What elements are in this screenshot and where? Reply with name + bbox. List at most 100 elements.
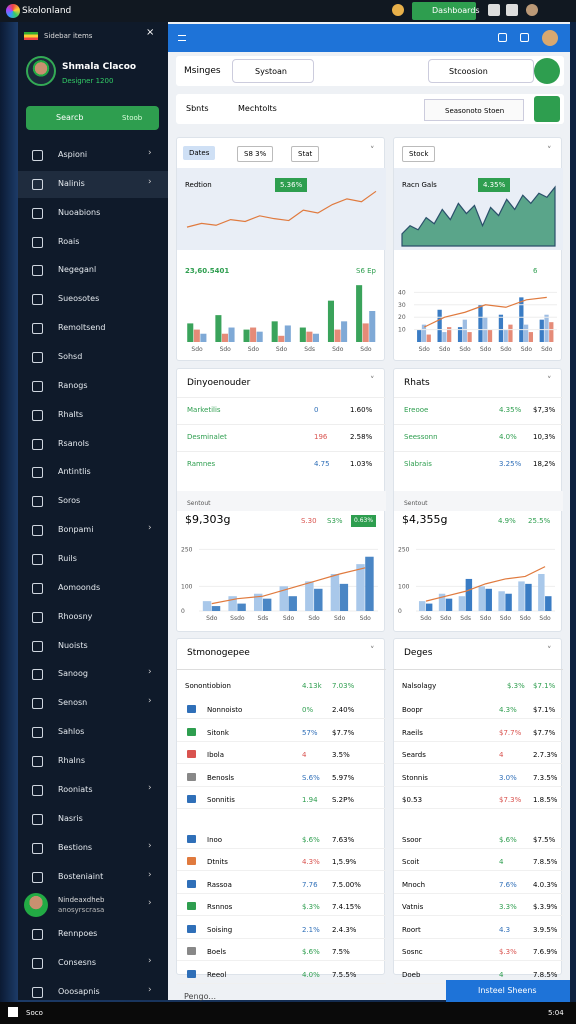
- top-icon[interactable]: [488, 4, 500, 16]
- cell-name: Ssoor: [402, 835, 422, 844]
- top-icon[interactable]: [392, 4, 404, 16]
- menu-item[interactable]: Sueosotes: [18, 286, 168, 313]
- trend-line: [425, 566, 546, 602]
- tab-chip[interactable]: Dates: [183, 146, 216, 160]
- chart-title: Racn Gals: [402, 181, 437, 189]
- tab-chip[interactable]: Stat: [291, 146, 320, 162]
- menu-item[interactable]: Antintlis: [18, 459, 168, 486]
- bar: [193, 329, 200, 342]
- menu-item[interactable]: Rsanols: [18, 431, 168, 458]
- menu-item[interactable]: Nuoists: [18, 633, 168, 660]
- menu-item[interactable]: Nalinis ›: [18, 170, 168, 198]
- menu-item[interactable]: Sahlos: [18, 719, 168, 746]
- menu-item[interactable]: Rhalns: [18, 748, 168, 775]
- filter-box[interactable]: Seasonoto Stoen: [424, 99, 524, 121]
- header-icon[interactable]: [520, 33, 529, 42]
- bar: [438, 593, 446, 611]
- bar: [278, 335, 285, 342]
- menu-item[interactable]: Senosn ›: [18, 690, 168, 717]
- item-icon: [32, 727, 43, 739]
- item-label: Aspioni: [58, 150, 88, 159]
- x-tick-label: Sdo: [520, 615, 532, 622]
- dash-button[interactable]: Dashboards: [412, 2, 480, 20]
- x-tick-label: Sdo: [206, 615, 218, 622]
- cell-value: $.6%: [302, 948, 320, 956]
- install-button[interactable]: Insteel Sheens: [446, 980, 570, 1002]
- bar: [271, 321, 278, 342]
- cell-name: Rsnnos: [207, 903, 233, 911]
- top-icon[interactable]: [526, 4, 538, 16]
- menu-item[interactable]: Aspioni ›: [18, 142, 168, 169]
- item-icon: [32, 409, 43, 421]
- row-name: Ereooe: [404, 406, 429, 414]
- menu-item[interactable]: Rennpoes: [18, 921, 168, 948]
- tab[interactable]: Mechtolts: [238, 104, 277, 113]
- menu-item[interactable]: Roais: [18, 229, 168, 256]
- menu-item[interactable]: Bonpami ›: [18, 517, 168, 544]
- row-name: Ramnes: [187, 460, 216, 468]
- item-label: Senosn: [58, 698, 88, 708]
- menu-item[interactable]: Rhalts: [18, 402, 168, 429]
- row-value-2: 18,2%: [533, 460, 556, 468]
- menu-item[interactable]: Bosteniaint ›: [18, 864, 168, 891]
- menu-item[interactable]: Sanoog ›: [18, 661, 168, 688]
- tab-chip[interactable]: S8 3%: [237, 146, 274, 162]
- cell-name: Stonnis: [402, 773, 428, 782]
- bar: [485, 588, 492, 611]
- cell-value: 3.3%: [499, 903, 517, 911]
- header-divider: [394, 669, 563, 670]
- bar: [221, 333, 228, 342]
- menu-item[interactable]: Sohsd: [18, 344, 168, 371]
- item-sublabel: anosyrscrasa: [58, 906, 105, 915]
- x-tick-label: Sdo: [360, 615, 372, 622]
- summary-value-2: S3%: [327, 517, 343, 525]
- menu-item[interactable]: Nindeaxdheb anosyrscrasa ›: [18, 892, 168, 919]
- menu-item[interactable]: Nuoabions: [18, 200, 168, 227]
- x-tick-label: Sdo: [248, 346, 260, 353]
- menu-item[interactable]: Bestions ›: [18, 835, 168, 862]
- cell-value: 4.3: [499, 925, 511, 934]
- bar: [243, 329, 250, 342]
- cell-value-2: 7.5.5%: [332, 970, 357, 979]
- menu-item[interactable]: Ruils: [18, 546, 168, 573]
- chart-panel: Racn Gals 4.35%: [394, 168, 563, 250]
- bar: [487, 329, 493, 342]
- item-icon: [32, 669, 43, 681]
- menu-item[interactable]: Consesns ›: [18, 950, 168, 977]
- cell-value-2: 2.4.3%: [332, 925, 357, 934]
- bar: [498, 314, 504, 342]
- x-tick-label: Sds: [304, 346, 315, 353]
- row-divider: [394, 451, 563, 452]
- menu-item[interactable]: Remoltsend: [18, 315, 168, 342]
- menu-item[interactable]: Aomoonds: [18, 575, 168, 602]
- cell-value: 3.0%: [499, 773, 517, 782]
- menu-item[interactable]: Ranogs: [18, 373, 168, 400]
- menu-item[interactable]: Negeganl: [18, 257, 168, 284]
- menu-item[interactable]: Nasris: [18, 806, 168, 833]
- header-icon[interactable]: [498, 33, 507, 42]
- search-text-2: Stcoosion: [449, 67, 488, 76]
- tab[interactable]: Sbnts: [186, 104, 209, 113]
- action-button[interactable]: [534, 58, 560, 84]
- search-button[interactable]: Searcb Stoob: [26, 106, 159, 130]
- menu-item[interactable]: Soros: [18, 488, 168, 515]
- item-label: Rhoosny: [58, 611, 93, 621]
- top-icon[interactable]: [506, 4, 518, 16]
- menu-item[interactable]: Ooosapnis ›: [18, 979, 168, 1006]
- bar: [215, 315, 222, 342]
- table-header: Sonontiobion: [185, 682, 231, 690]
- item-label: Nindeaxdheb: [58, 896, 105, 905]
- filter-button[interactable]: [534, 96, 560, 122]
- menu-item[interactable]: Rhoosny: [18, 604, 168, 631]
- bar: [498, 591, 505, 611]
- cell-value: $.3%: [302, 903, 320, 911]
- tab-chip[interactable]: Stock: [402, 146, 436, 162]
- search-box[interactable]: Systoan: [232, 59, 314, 83]
- bar: [306, 331, 313, 342]
- menu-item[interactable]: Rooniats ›: [18, 777, 168, 804]
- item-icon: [32, 842, 43, 854]
- dropdown: ˅: [370, 646, 375, 656]
- search-box-2[interactable]: Stcoosion: [428, 59, 534, 83]
- bar: [211, 606, 221, 611]
- row-divider: [394, 397, 563, 398]
